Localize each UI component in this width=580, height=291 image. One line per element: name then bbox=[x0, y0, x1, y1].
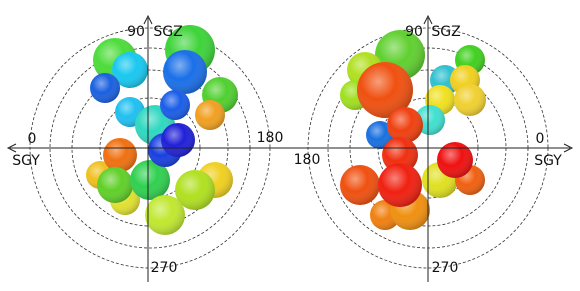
sphere bbox=[454, 84, 486, 116]
sphere bbox=[175, 170, 215, 210]
angle-label: 180 bbox=[257, 130, 284, 146]
sphere bbox=[160, 90, 190, 120]
axes bbox=[6, 14, 574, 282]
angle-label: 0 bbox=[28, 131, 37, 147]
axis-label: SGZ bbox=[153, 24, 182, 40]
sphere bbox=[382, 137, 418, 173]
sphere bbox=[112, 52, 148, 88]
axis-label: SGZ bbox=[431, 24, 460, 40]
sphere bbox=[130, 160, 170, 200]
sphere bbox=[340, 165, 380, 205]
sphere bbox=[90, 73, 120, 103]
sphere bbox=[103, 138, 137, 172]
sphere bbox=[357, 62, 413, 118]
arrow bbox=[423, 14, 433, 25]
sphere bbox=[366, 121, 394, 149]
arrow bbox=[563, 143, 574, 153]
sphere bbox=[378, 163, 422, 207]
sphere bbox=[145, 195, 185, 235]
labels: 90 SGZ 0 SGY 180 270 90 SGZ 180 0 SGY 27… bbox=[12, 24, 562, 276]
angle-label: 0 bbox=[536, 131, 545, 147]
angle-label: 90 bbox=[405, 24, 423, 40]
sphere bbox=[437, 142, 473, 178]
sphere bbox=[195, 100, 225, 130]
arrow bbox=[143, 14, 153, 25]
sphere bbox=[163, 50, 207, 94]
arrow bbox=[6, 143, 17, 153]
angle-label: 270 bbox=[151, 260, 178, 276]
angle-label: 270 bbox=[432, 260, 459, 276]
angle-label: 90 bbox=[127, 24, 145, 40]
axis-label: SGY bbox=[534, 153, 562, 169]
sphere bbox=[387, 107, 423, 143]
axis-label: SGY bbox=[12, 153, 40, 169]
spheres bbox=[86, 25, 486, 235]
sphere bbox=[97, 167, 133, 203]
sphere bbox=[161, 123, 195, 157]
angle-label: 180 bbox=[294, 152, 321, 168]
